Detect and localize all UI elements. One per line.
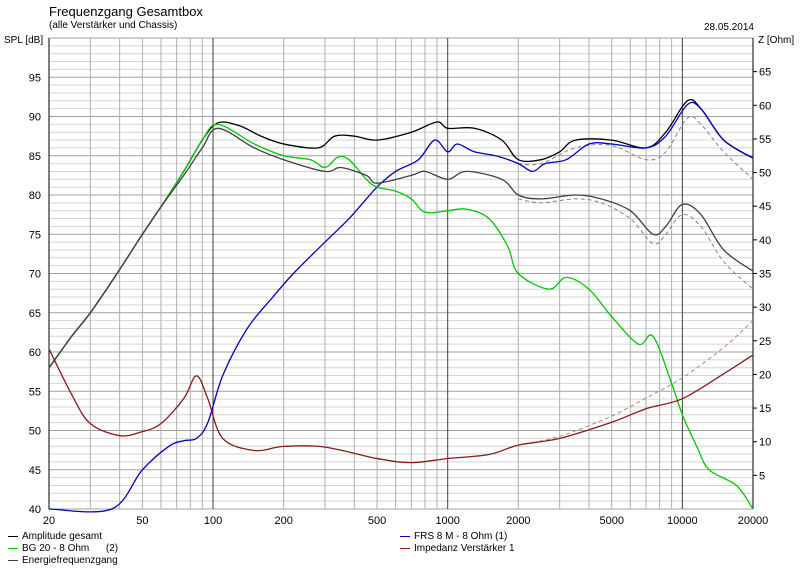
y2-tick-label: 45 [759, 201, 771, 213]
chart-date: 28.05.2014 [703, 22, 754, 33]
legend-swatch [8, 560, 18, 561]
series-dashed-reference [518, 320, 754, 446]
legend-label: Energiefrequenzgang [22, 555, 118, 566]
legend-label: FRS 8 M - 8 Ohm (1) [414, 531, 508, 542]
x-tick-label: 20000 [738, 515, 769, 527]
legend-item-impedance: Impedanz Verstärker 1 [400, 543, 515, 554]
y2-axis-label: Z [Ohm] [758, 35, 795, 46]
y-tick-label: 65 [29, 308, 41, 320]
y2-tick-label: 10 [759, 437, 771, 449]
x-tick-label: 100 [204, 515, 222, 527]
y2-tick-label: 25 [759, 336, 771, 348]
y-tick-label: 85 [29, 151, 41, 163]
y2-tick-label: 60 [759, 100, 771, 112]
legend-swatch [400, 536, 410, 537]
x-tick-label: 50 [136, 515, 148, 527]
y-tick-label: 80 [29, 190, 41, 202]
y2-tick-label: 50 [759, 168, 771, 180]
x-tick-label: 20 [43, 515, 55, 527]
chart-title: Frequenzgang Gesamtbox [49, 4, 203, 19]
legend-swatch [8, 536, 18, 537]
chart-subtitle: (alle Verstärker und Chassis) [49, 20, 178, 31]
series-frs-8-m-8-ohm-1 [48, 101, 754, 513]
legend-label: Amplitude gesamt [22, 531, 103, 542]
series-impedanz-verst-rker-1 [48, 348, 754, 464]
y-tick-label: 60 [29, 347, 41, 359]
y2-tick-label: 35 [759, 269, 771, 281]
legend-swatch [8, 548, 18, 549]
y-tick-label: 50 [29, 426, 41, 438]
series-bg-20-8-ohm-2 [48, 123, 754, 510]
x-tick-label: 500 [368, 515, 386, 527]
y2-tick-label: 55 [759, 134, 771, 146]
y2-tick-label: 30 [759, 302, 771, 314]
y2-tick-label: 40 [759, 235, 771, 247]
y-tick-label: 55 [29, 386, 41, 398]
y-tick-label: 40 [29, 504, 41, 516]
y2-tick-label: 65 [759, 67, 771, 79]
x-tick-label: 200 [274, 515, 292, 527]
legend-item-amplitude: Amplitude gesamt [8, 531, 102, 542]
x-tick-label: 10000 [667, 515, 698, 527]
y-tick-label: 95 [29, 72, 41, 84]
y-tick-label: 45 [29, 465, 41, 477]
legend-label: Impedanz Verstärker 1 [414, 543, 515, 554]
y-axis-label: SPL [dB] [4, 35, 44, 46]
y-tick-label: 90 [29, 112, 41, 124]
legend-item-frs8: FRS 8 M - 8 Ohm (1) [400, 531, 507, 542]
legend-label: BG 20 - 8 Ohm (2) [22, 543, 119, 554]
axes: 20 50 100 200 500 1000 2000 5000 10000 20000 40 45 5… [29, 38, 771, 527]
y2-tick-label: 20 [759, 369, 771, 381]
legend-item-energy: Energiefrequenzgang [8, 555, 118, 566]
grid [48, 37, 754, 510]
y-tick-label: 75 [29, 229, 41, 241]
y2-tick-label: 15 [759, 403, 771, 415]
series-energiefrequenzgang [48, 127, 754, 369]
legend-item-bg20: BG 20 - 8 Ohm (2) [8, 543, 118, 554]
legend-swatch [400, 548, 410, 549]
x-tick-label: 5000 [599, 515, 623, 527]
y-tick-label: 70 [29, 269, 41, 281]
x-tick-label: 1000 [435, 515, 459, 527]
curves [48, 98, 754, 513]
y2-tick-label: 5 [759, 470, 765, 482]
x-tick-label: 2000 [506, 515, 530, 527]
